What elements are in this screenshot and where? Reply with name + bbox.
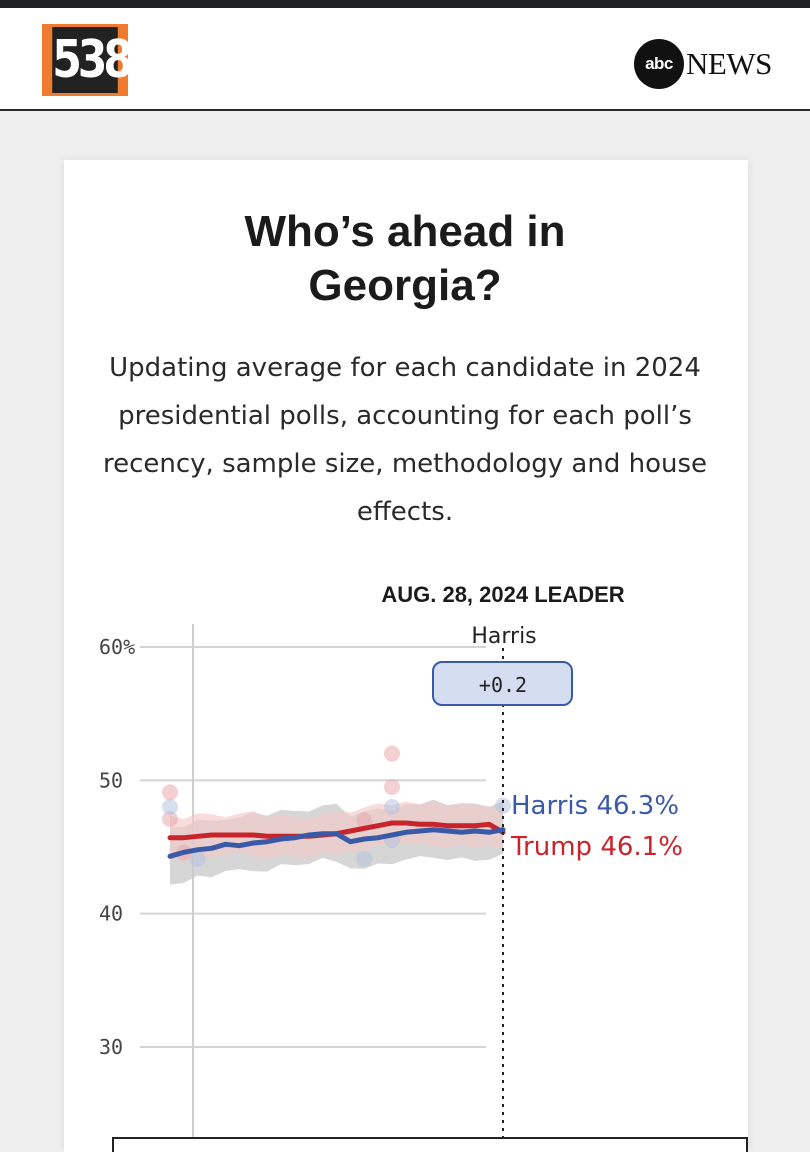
poll-dot-6 — [356, 851, 373, 867]
poll-dot-5 — [356, 812, 373, 829]
chart-card — [64, 160, 748, 1152]
chart-grid: 60% 50 40 30 — [99, 635, 486, 1059]
poll-dot-1 — [162, 811, 178, 827]
next-panel — [112, 1137, 748, 1152]
end-labels: Harris 46.3% Trump 46.1% — [510, 791, 683, 862]
abc-news-wordmark: NEWS — [686, 46, 772, 81]
leader-header: AUG. 28, 2024 LEADER — [381, 582, 624, 607]
end-label-trump: Trump 46.1% — [510, 832, 683, 862]
poll-dot-7 — [384, 745, 400, 762]
chart-subtitle: Updating average for each candidate in 2… — [102, 353, 708, 527]
leader-margin-value: +0.2 — [479, 673, 527, 697]
y-tick-label-2: 40 — [99, 902, 123, 926]
site-header: 538 abc NEWS — [0, 8, 810, 111]
poll-dot-11 — [495, 797, 511, 814]
leader-margin-badge — [432, 661, 573, 706]
poll-dot-0 — [162, 784, 178, 801]
poll-dot-2 — [162, 799, 178, 815]
series-line-harris — [167, 827, 506, 859]
538-logo[interactable]: 538 — [42, 24, 133, 96]
y-tick-label-3: 30 — [99, 1035, 123, 1059]
top-bar — [0, 0, 810, 8]
poll-dots — [162, 745, 511, 867]
poll-dot-4 — [189, 851, 206, 867]
poll-dot-8 — [384, 779, 400, 795]
chart-title: Who’s ahead in Georgia? — [0, 205, 810, 313]
chart-title-text: Who’s ahead in Georgia? — [244, 207, 566, 310]
leader-name: Harris — [471, 624, 536, 649]
poll-dot-9 — [384, 799, 400, 815]
confidence-bands — [170, 799, 503, 885]
y-tick-label-1: 50 — [99, 768, 123, 792]
abc-news-logo[interactable]: abc NEWS — [634, 39, 772, 89]
abc-logo-icon: abc — [634, 39, 684, 89]
end-label-harris: Harris 46.3% — [511, 791, 679, 821]
average-lines — [167, 820, 506, 859]
y-tick-label-0: 60% — [99, 635, 135, 659]
